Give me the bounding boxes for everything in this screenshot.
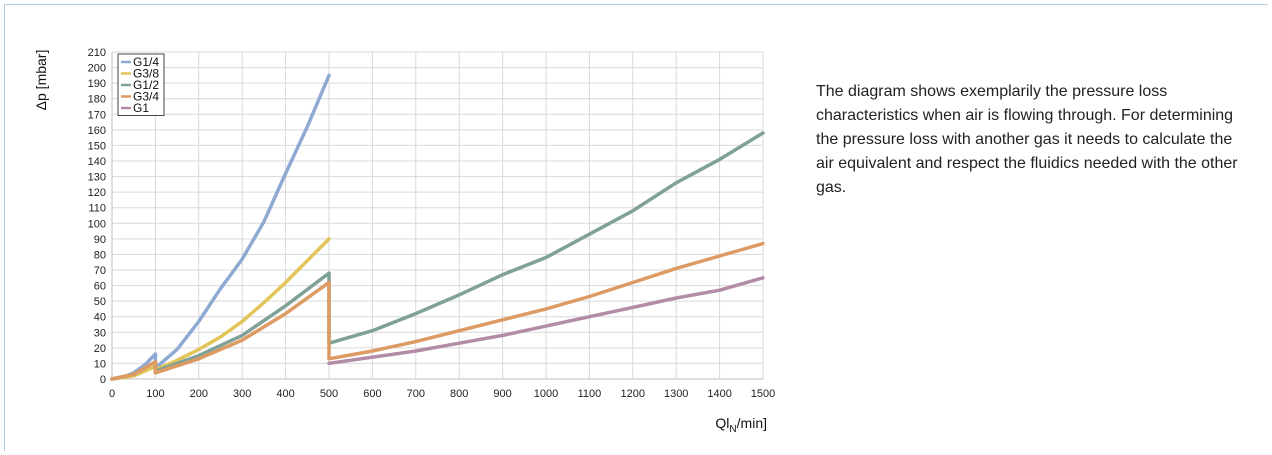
legend-label: G1 [133,101,149,115]
y-tick-label: 90 [94,234,106,246]
x-tick-label: 500 [320,388,338,400]
x-tick-label: 100 [146,388,164,400]
grid-lines [111,51,764,380]
series-line-g3-4 [327,241,765,361]
y-tick-label: 80 [94,249,106,261]
x-tick-label: 1000 [534,388,558,400]
x-tick-label: 400 [276,388,294,400]
x-tick-label: 1300 [664,388,688,400]
y-tick-label: 50 [94,296,106,308]
x-tick-label: 1100 [578,388,602,400]
y-tick-label: 70 [94,265,106,277]
x-axis-title: QlN/min] [715,415,767,435]
y-tick-label: 130 [88,172,106,184]
series-line-g3-8 [153,237,331,372]
axes: 0 10 20 30 40 50 60 70 80 90 100 110 120 130 140 150 160… [88,47,776,400]
legend-label: G1/2 [133,78,159,92]
legend-label: G3/4 [133,90,159,104]
y-tick-label: 180 [88,94,106,106]
series-line-g1-2 [153,271,331,373]
series-line-g1-4 [153,73,331,370]
y-tick-label: 140 [88,156,106,168]
x-tick-label: 900 [493,388,511,400]
series-lines [110,73,765,381]
y-tick-label: 190 [88,78,106,90]
y-tick-label: 200 [88,63,106,75]
series-line-g3-4 [110,360,158,381]
legend-label: G3/8 [133,67,159,81]
x-tick-label: 600 [363,388,381,400]
y-tick-label: 60 [94,281,106,293]
pressure-loss-chart: 0 10 20 30 40 50 60 70 80 90 100 110 120 130 140 150 160… [33,47,776,435]
y-tick-label: 20 [94,343,106,355]
legend-label: G1/4 [133,55,159,69]
chart-description: The diagram shows exemplarily the pressu… [816,83,1238,196]
y-tick-label: 210 [88,47,106,59]
y-tick-label: 120 [88,187,106,199]
x-tick-label: 1400 [707,388,731,400]
series-line-g1-2 [327,131,765,345]
y-tick-label: 0 [100,374,106,386]
y-tick-label: 10 [94,358,106,370]
y-axis-title: Δp [mbar] [33,50,49,111]
legend: G1/4G3/8G1/2G3/4G1 [117,53,165,116]
x-tick-label: 300 [233,388,251,400]
y-tick-label: 150 [88,140,106,152]
x-tick-label: 200 [190,388,208,400]
y-tick-label: 160 [88,125,106,137]
series-line-g1 [327,276,765,366]
y-tick-label: 40 [94,312,106,324]
x-tick-label: 1500 [751,388,775,400]
series-line-g3-4 [153,280,331,375]
x-tick-label: 800 [450,388,468,400]
y-tick-label: 30 [94,327,106,339]
y-tick-label: 170 [88,109,106,121]
y-tick-label: 100 [88,218,106,230]
x-tick-label: 700 [407,388,425,400]
x-tick-label: 1200 [621,388,645,400]
chart-frame [4,4,1268,451]
y-tick-label: 110 [88,203,106,215]
x-tick-label: 0 [109,388,115,400]
